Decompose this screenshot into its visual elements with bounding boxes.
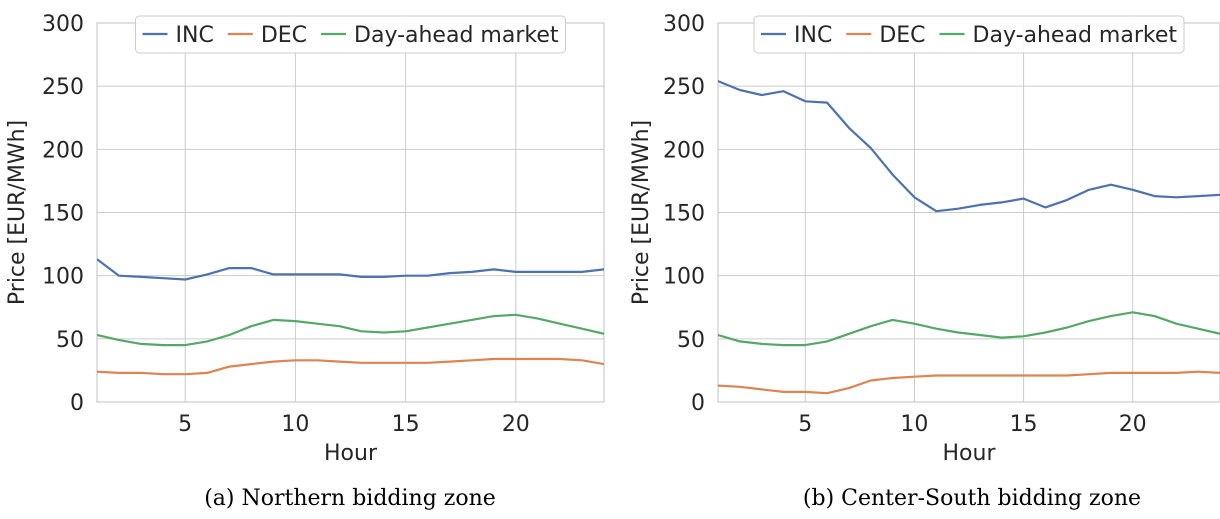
y-tick-label: 150 (663, 202, 705, 227)
series-line-dec (97, 357, 604, 376)
y-axis-label: Price [EUR/MWh] (5, 120, 30, 305)
y-tick-label: 200 (42, 138, 84, 163)
panel-caption: (a) Northern bidding zone (204, 486, 496, 511)
x-tick-label: 10 (281, 412, 309, 437)
legend-label-inc: INC (794, 23, 832, 48)
legend-box (753, 15, 1185, 54)
series-line-day-ahead-market (97, 313, 604, 347)
y-tick-label: 100 (42, 265, 84, 290)
x-tick-label: 5 (798, 412, 812, 437)
legend-label-day-ahead-market: Day-ahead market (973, 23, 1178, 48)
y-tick-label: 0 (691, 391, 705, 416)
series-line-dec (718, 370, 1220, 395)
series-line-inc (718, 80, 1220, 213)
x-tick-label: 15 (392, 412, 420, 437)
y-axis-label: Price [EUR/MWh] (629, 120, 654, 305)
x-axis-label: Hour (943, 441, 997, 466)
legend: INC DEC Day-ahead market (753, 15, 1185, 54)
y-tick-label: 300 (42, 12, 84, 37)
panel-northern: 0 50 100 150 200 250 300 5 10 15 20 Hour Price [EUR/… (5, 12, 605, 511)
legend: INC DEC Day-ahead market (135, 15, 566, 54)
series-line-day-ahead-market (718, 311, 1220, 347)
series-line-inc (97, 258, 604, 281)
x-tick-label: 20 (1119, 412, 1147, 437)
x-tick-label: 10 (900, 412, 928, 437)
legend-label-dec: DEC (879, 23, 925, 48)
y-tick-label: 200 (663, 138, 705, 163)
panel-caption: (b) Center-South bidding zone (803, 486, 1141, 511)
legend-label-inc: INC (176, 23, 214, 48)
y-tick-label: 150 (42, 202, 84, 227)
x-tick-label: 20 (502, 412, 530, 437)
y-tick-label: 300 (663, 12, 705, 37)
y-tick-label: 50 (677, 328, 705, 353)
legend-box (135, 15, 566, 54)
y-tick-label: 50 (56, 328, 84, 353)
y-tick-label: 250 (42, 75, 84, 100)
y-tick-label: 0 (70, 391, 84, 416)
x-tick-label: 15 (1010, 412, 1038, 437)
y-tick-label: 250 (663, 75, 705, 100)
x-axis-label: Hour (324, 441, 378, 466)
panel-center-south: 0 50 100 150 200 250 300 5 10 15 20 Hour Price [EUR/… (629, 12, 1220, 511)
y-tick-label: 100 (663, 265, 705, 290)
legend-label-day-ahead-market: Day-ahead market (354, 23, 559, 48)
x-tick-label: 5 (178, 412, 192, 437)
legend-label-dec: DEC (261, 23, 307, 48)
